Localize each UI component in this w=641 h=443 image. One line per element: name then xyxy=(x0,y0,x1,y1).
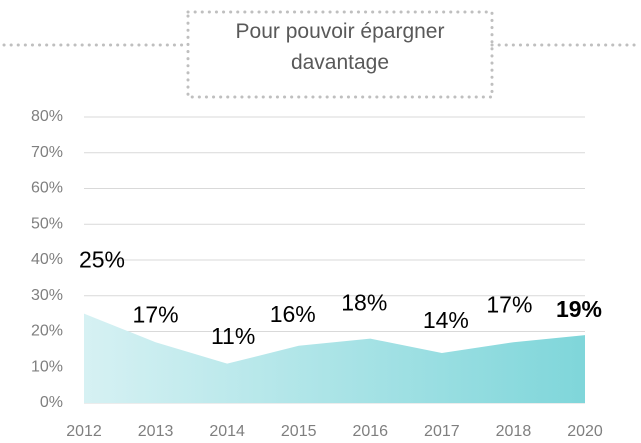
x-tick-label: 2016 xyxy=(352,423,388,440)
x-tick-label: 2015 xyxy=(281,423,317,440)
y-tick-label: 20% xyxy=(31,323,63,340)
area xyxy=(84,313,585,403)
y-tick-label: 30% xyxy=(31,287,63,304)
x-tick-label: 2020 xyxy=(567,423,603,440)
value-label: 18% xyxy=(341,290,387,316)
value-label: 16% xyxy=(270,301,316,327)
value-label: 25% xyxy=(79,247,125,273)
chart-title: Pour pouvoir épargner davantage xyxy=(235,20,445,74)
value-label: 19% xyxy=(556,296,602,322)
y-tick-label: 40% xyxy=(31,251,63,268)
value-label: 14% xyxy=(423,307,469,333)
y-tick-label: 10% xyxy=(31,358,63,375)
value-label: 17% xyxy=(133,301,179,327)
title-frame xyxy=(2,10,641,99)
x-tick-label: 2017 xyxy=(424,423,460,440)
x-tick-label: 2018 xyxy=(496,423,532,440)
y-tick-label: 70% xyxy=(31,144,63,161)
y-tick-label: 50% xyxy=(31,215,63,232)
y-tick-label: 80% xyxy=(31,108,63,125)
y-tick-label: 60% xyxy=(31,180,63,197)
x-tick-label: 2014 xyxy=(209,423,245,440)
x-tick-label: 2012 xyxy=(66,423,102,440)
x-tick-label: 2013 xyxy=(138,423,174,440)
value-label: 11% xyxy=(211,323,255,349)
y-tick-label: 0% xyxy=(40,394,63,411)
value-label: 17% xyxy=(486,291,532,317)
